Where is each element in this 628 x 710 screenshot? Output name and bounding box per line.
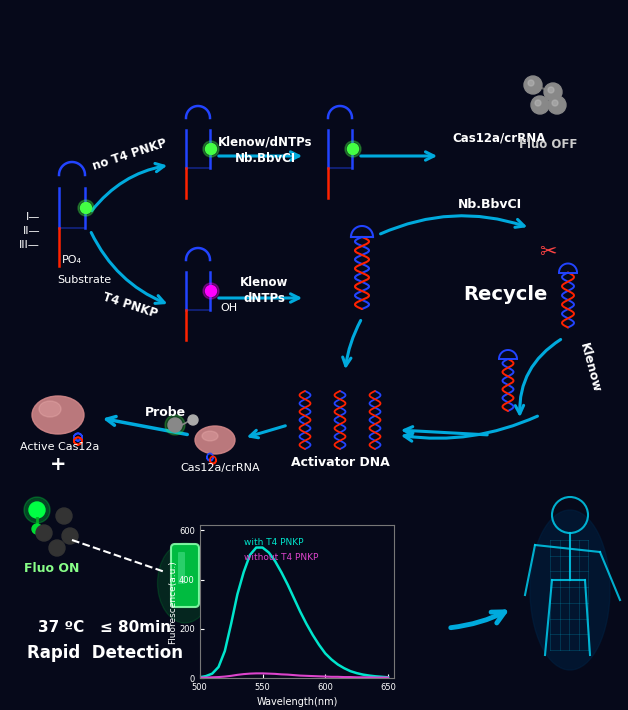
Text: Fluo ON: Fluo ON	[24, 562, 80, 574]
Circle shape	[531, 96, 549, 114]
Circle shape	[62, 528, 78, 544]
Circle shape	[552, 100, 558, 106]
Text: III—: III—	[19, 240, 40, 250]
Ellipse shape	[195, 426, 235, 454]
Text: Klenow: Klenow	[240, 275, 288, 288]
Circle shape	[205, 285, 217, 297]
Text: 37 ºC   ≤ 80min: 37 ºC ≤ 80min	[38, 621, 171, 635]
Circle shape	[168, 418, 182, 432]
Text: ✂: ✂	[539, 242, 557, 262]
Text: Substrate: Substrate	[57, 275, 111, 285]
Circle shape	[56, 508, 72, 524]
Text: dNTPs: dNTPs	[243, 292, 285, 305]
Text: Activator DNA: Activator DNA	[291, 456, 389, 469]
Text: Klenow/dNTPs: Klenow/dNTPs	[218, 136, 312, 148]
Text: I—: I—	[26, 212, 40, 222]
Text: Nb.BbvCI: Nb.BbvCI	[234, 151, 296, 165]
Text: Probe: Probe	[144, 405, 185, 418]
Circle shape	[528, 80, 534, 86]
Text: +: +	[50, 456, 66, 474]
Y-axis label: Fluorescence(a.u.): Fluorescence(a.u.)	[168, 560, 178, 643]
Text: with T4 PNKP: with T4 PNKP	[244, 538, 303, 547]
Circle shape	[24, 497, 50, 523]
Text: T4 PNKP: T4 PNKP	[101, 290, 159, 320]
Circle shape	[205, 143, 217, 155]
Text: Recycle: Recycle	[463, 285, 547, 305]
Text: PO₄: PO₄	[62, 255, 82, 265]
Circle shape	[345, 141, 361, 157]
Circle shape	[49, 540, 65, 556]
Text: Nb.BbvCI: Nb.BbvCI	[458, 199, 522, 212]
X-axis label: Wavelength(nm): Wavelength(nm)	[256, 697, 338, 707]
Circle shape	[188, 415, 198, 425]
Circle shape	[36, 525, 52, 541]
Circle shape	[32, 524, 42, 534]
Text: Fluo OFF: Fluo OFF	[519, 138, 577, 151]
Text: Rapid  Detection: Rapid Detection	[27, 644, 183, 662]
Text: II—: II—	[23, 226, 40, 236]
Circle shape	[29, 502, 45, 518]
Ellipse shape	[202, 431, 218, 441]
FancyBboxPatch shape	[178, 552, 185, 584]
Circle shape	[524, 76, 542, 94]
Circle shape	[78, 200, 94, 216]
Ellipse shape	[158, 543, 212, 623]
Circle shape	[548, 96, 566, 114]
Ellipse shape	[530, 510, 610, 670]
Circle shape	[203, 283, 219, 299]
Circle shape	[347, 143, 359, 155]
Text: without T4 PNKP: without T4 PNKP	[244, 553, 318, 562]
Ellipse shape	[32, 396, 84, 434]
Circle shape	[535, 100, 541, 106]
Text: Klenow: Klenow	[577, 342, 603, 394]
Circle shape	[203, 141, 219, 157]
Ellipse shape	[39, 401, 61, 417]
Text: no T4 PNKP: no T4 PNKP	[91, 137, 169, 173]
FancyBboxPatch shape	[171, 544, 199, 607]
Text: Cas12a/crRNA: Cas12a/crRNA	[452, 131, 545, 145]
Text: Cas12a/crRNA: Cas12a/crRNA	[180, 463, 260, 473]
Text: Active Cas12a: Active Cas12a	[20, 442, 100, 452]
Circle shape	[544, 83, 562, 101]
Text: OH: OH	[220, 303, 237, 313]
Circle shape	[165, 415, 185, 435]
Circle shape	[548, 87, 554, 93]
Circle shape	[80, 202, 92, 214]
